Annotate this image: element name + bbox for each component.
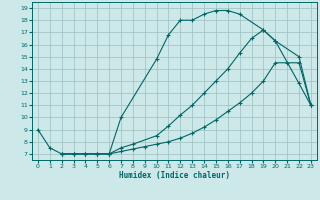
X-axis label: Humidex (Indice chaleur): Humidex (Indice chaleur) (119, 171, 230, 180)
